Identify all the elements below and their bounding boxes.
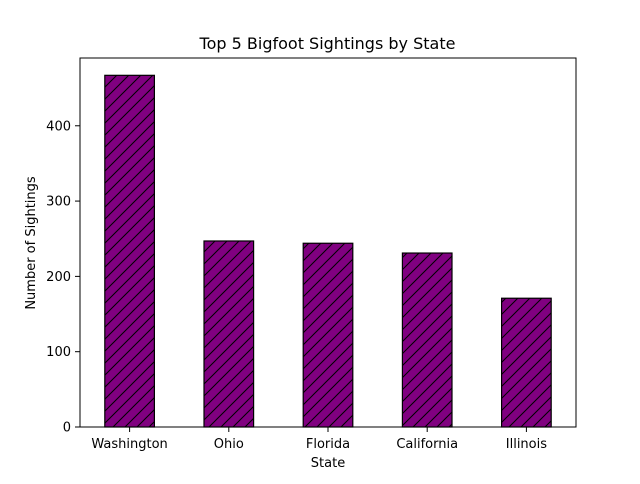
bar-florida (302, 242, 354, 428)
y-tick-label: 100 (46, 345, 71, 360)
x-tick-label: Illinois (506, 437, 547, 452)
y-axis-label: Number of Sightings (24, 176, 39, 310)
x-axis-label: State (311, 456, 345, 471)
y-tick-label: 300 (46, 195, 71, 210)
bar-washington (104, 74, 156, 428)
bar-ohio (203, 240, 255, 428)
y-tick-label: 200 (46, 270, 71, 285)
x-tick-label: Ohio (214, 437, 244, 452)
x-tick-label: California (396, 437, 458, 452)
x-tick-label: Florida (306, 437, 350, 452)
bar-illinois (501, 297, 552, 428)
x-axis-ticks: Washington Ohio Florida California Illinois (91, 427, 547, 452)
plot-area-frame (79, 57, 577, 428)
y-tick-label: 400 (46, 119, 71, 134)
y-tick-label: 0 (63, 421, 71, 436)
y-axis-ticks: 0 100 200 300 400 (46, 119, 80, 436)
bar-california (401, 252, 453, 428)
chart-title: Top 5 Bigfoot Sightings by State (199, 34, 456, 53)
bars-group (104, 74, 552, 428)
x-tick-label: Washington (91, 437, 167, 452)
